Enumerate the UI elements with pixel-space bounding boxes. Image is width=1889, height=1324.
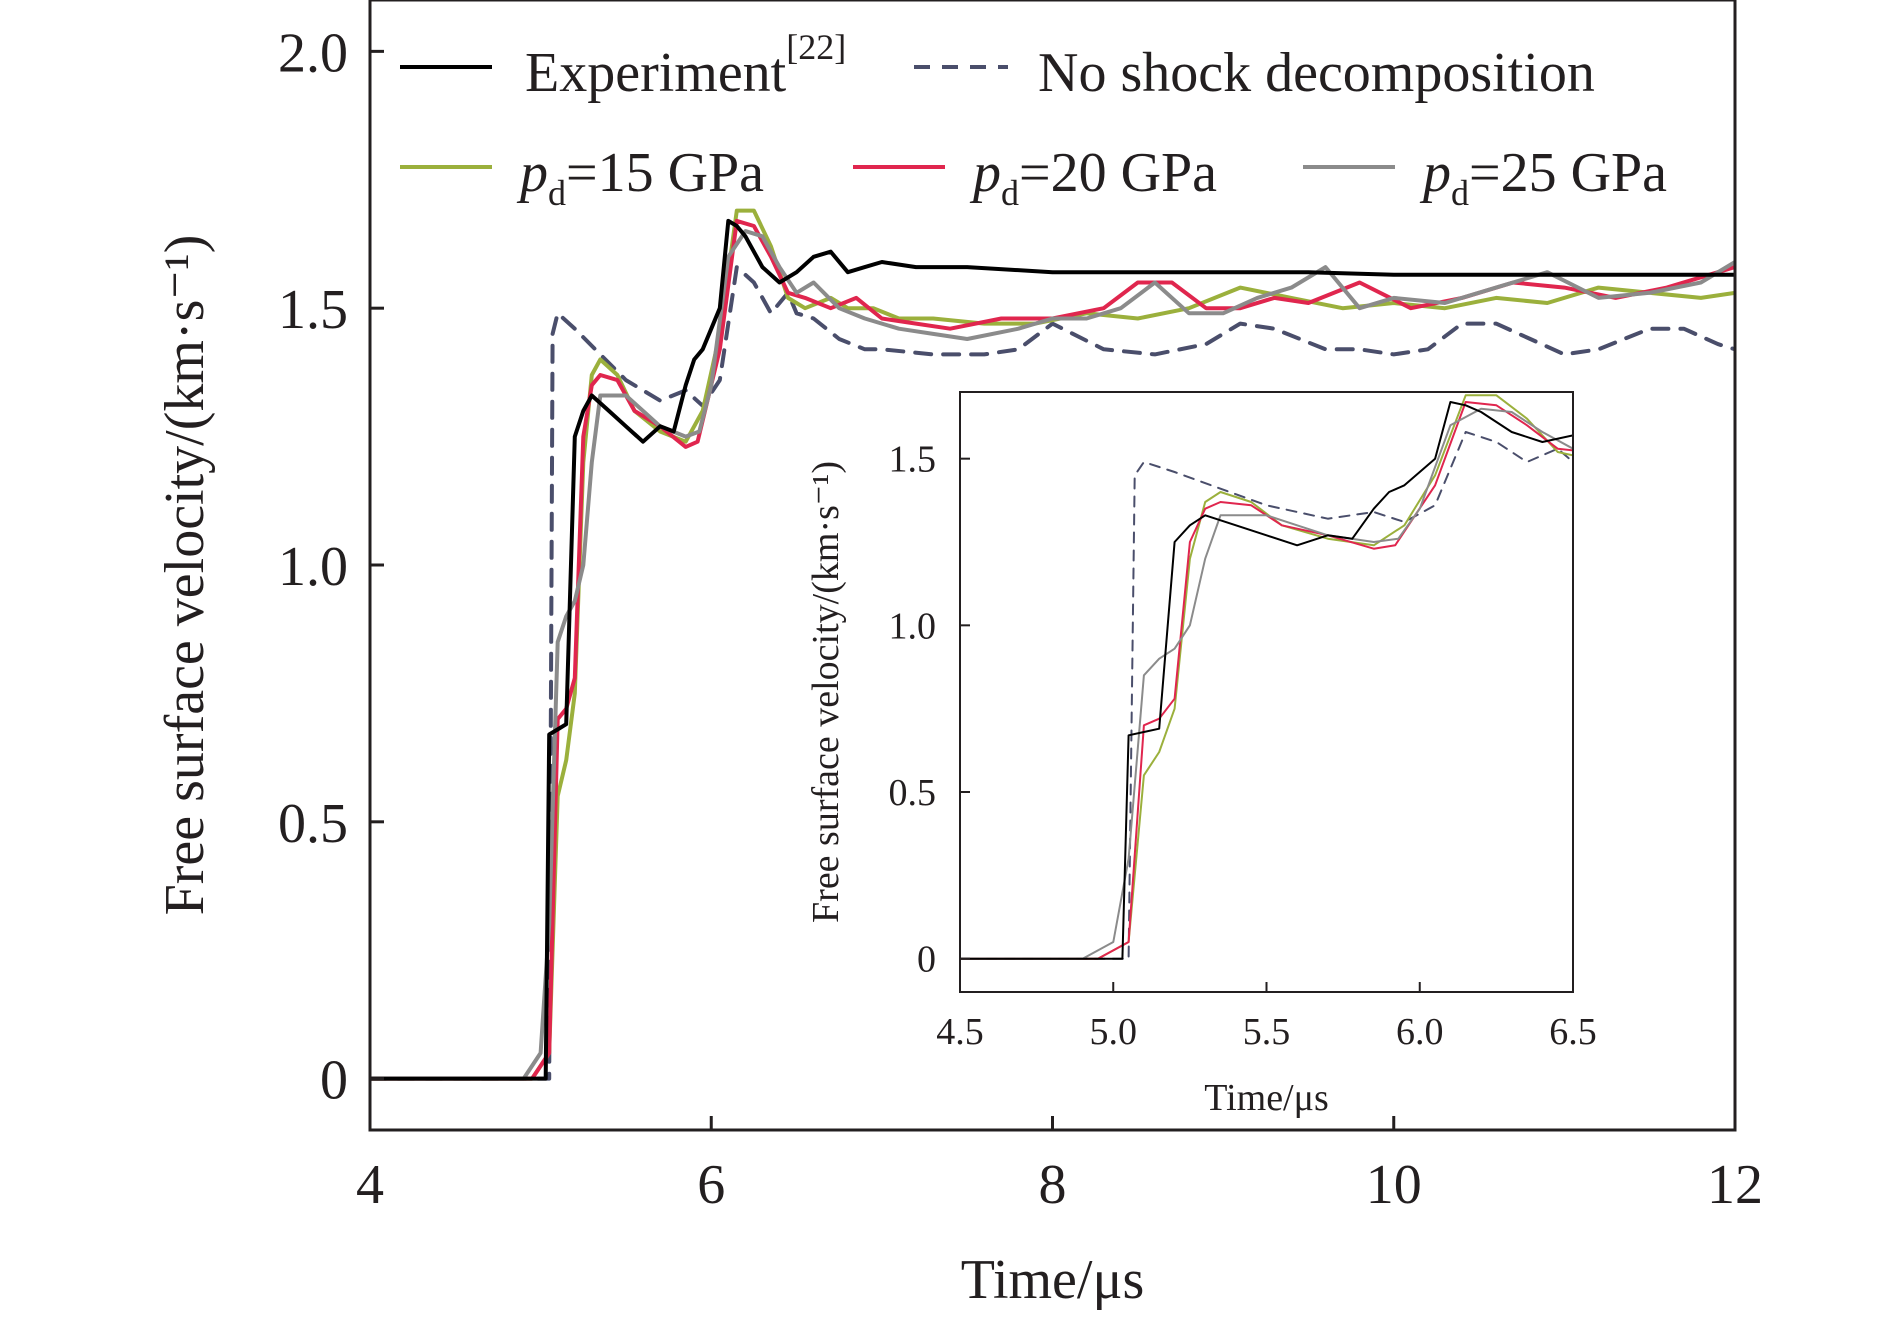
series-line-3: [370, 218, 1735, 1081]
x-tick-label-0: 4: [356, 1154, 384, 1216]
inset-background: [960, 392, 1573, 992]
inset-x-tick-label-4: 6.5: [1549, 1011, 1597, 1053]
y-tick-label-2: 1.0: [278, 536, 348, 598]
x-axis-title: Time/μs: [961, 1249, 1145, 1311]
y-axis-title: Free surface velocity/(km·s⁻¹): [154, 235, 216, 916]
inset-y-tick-label-0: 0: [917, 939, 936, 981]
legend-label-4: pd=25 GPa: [1419, 142, 1667, 213]
series-line-1: [370, 265, 1735, 1081]
legend-label-0: Experiment[22]: [525, 27, 846, 104]
main-plot: 4 6 8 10 12 0 0.5 1.0 1.5 2.0 Time/μs Free surface …: [154, 0, 1763, 1311]
inset-x-axis-title: Time/μs: [1204, 1077, 1329, 1119]
y-tick-label-3: 1.5: [278, 279, 348, 341]
x-tick-label-4: 12: [1707, 1154, 1763, 1216]
main-series-group: [370, 208, 1735, 1081]
legend-label-1: No shock decomposition: [1038, 42, 1595, 104]
inset-y-axis-title: Free surface velocity/(km·s⁻¹): [805, 461, 847, 923]
legend-label-3: pd=20 GPa: [969, 142, 1217, 213]
y-tick-label-0: 0: [320, 1050, 348, 1112]
legend-label-2: pd=15 GPa: [516, 142, 764, 213]
inset-y-tick-label-1: 0.5: [889, 772, 937, 814]
series-line-0: [370, 218, 1735, 1081]
inset-x-tick-label-0: 4.5: [936, 1011, 984, 1053]
inset-plot: 4.5 5.0 5.5 6.0 6.5 0 0.5 1.0 1.5 Time/μs Free sur…: [805, 391, 1597, 1119]
y-tick-label-4: 2.0: [278, 22, 348, 84]
inset-y-tick-label-2: 1.0: [889, 605, 937, 647]
inset-series-line-3: [960, 401, 1573, 960]
inset-series-line-0: [960, 401, 1573, 960]
inset-x-tick-label-1: 5.0: [1090, 1011, 1138, 1053]
inset-x-tick-label-3: 6.0: [1396, 1011, 1444, 1053]
inset-series-line-4: [960, 407, 1573, 960]
series-line-4: [370, 229, 1735, 1081]
y-tick-label-1: 0.5: [278, 793, 348, 855]
inset-y-tick-label-3: 1.5: [889, 439, 937, 481]
inset-series-group: [960, 394, 1573, 960]
legend: Experiment[22] No shock decomposition pd=1…: [400, 27, 1667, 213]
x-tick-label-1: 6: [697, 1154, 725, 1216]
inset-x-tick-label-2: 5.5: [1243, 1011, 1291, 1053]
x-tick-label-2: 8: [1039, 1154, 1067, 1216]
x-tick-label-3: 10: [1366, 1154, 1422, 1216]
